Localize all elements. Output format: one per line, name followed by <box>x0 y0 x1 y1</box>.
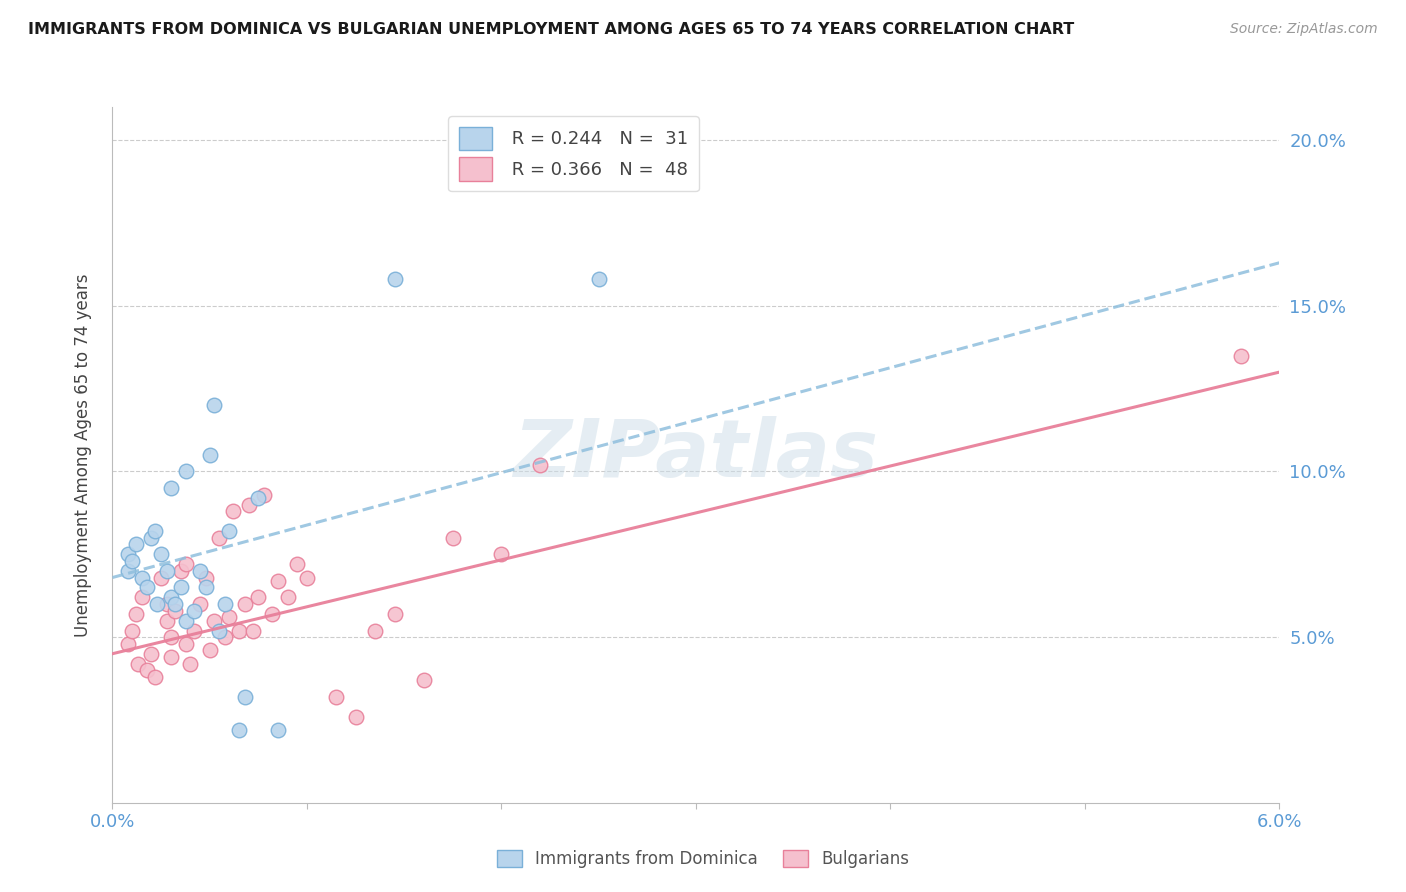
Point <box>238 498 260 512</box>
Point <box>156 614 179 628</box>
Point <box>121 554 143 568</box>
Point <box>202 614 225 628</box>
Point <box>253 488 276 502</box>
Point <box>160 481 183 495</box>
Point <box>150 570 173 584</box>
Point <box>364 624 387 638</box>
Point <box>441 531 464 545</box>
Point <box>183 624 205 638</box>
Point <box>163 604 186 618</box>
Point <box>412 673 434 688</box>
Point <box>188 597 211 611</box>
Point <box>233 690 256 704</box>
Point <box>1229 349 1251 363</box>
Point <box>233 597 256 611</box>
Point <box>588 272 610 286</box>
Text: IMMIGRANTS FROM DOMINICA VS BULGARIAN UNEMPLOYMENT AMONG AGES 65 TO 74 YEARS COR: IMMIGRANTS FROM DOMINICA VS BULGARIAN UN… <box>28 22 1074 37</box>
Point <box>160 650 183 665</box>
Text: Source: ZipAtlas.com: Source: ZipAtlas.com <box>1230 22 1378 37</box>
Point <box>141 647 163 661</box>
Text: ZIPatlas: ZIPatlas <box>513 416 879 494</box>
Point <box>491 547 513 561</box>
Point <box>588 173 610 187</box>
Point <box>267 574 290 588</box>
Point <box>125 607 148 621</box>
Point <box>384 607 406 621</box>
Point <box>146 597 169 611</box>
Point <box>156 564 179 578</box>
Legend:  R = 0.244   N =  31,  R = 0.366   N =  48: R = 0.244 N = 31, R = 0.366 N = 48 <box>449 116 699 192</box>
Point <box>222 504 245 518</box>
Point <box>228 723 250 737</box>
Point <box>136 663 159 677</box>
Point <box>344 709 367 723</box>
Point <box>194 581 217 595</box>
Point <box>169 581 191 595</box>
Legend: Immigrants from Dominica, Bulgarians: Immigrants from Dominica, Bulgarians <box>491 843 915 875</box>
Point <box>202 398 225 412</box>
Point <box>276 591 298 605</box>
Point <box>176 614 198 628</box>
Point <box>160 591 183 605</box>
Point <box>117 564 139 578</box>
Point <box>179 657 201 671</box>
Point <box>267 723 290 737</box>
Point <box>131 570 153 584</box>
Point <box>141 531 163 545</box>
Point <box>214 630 236 644</box>
Point <box>117 547 139 561</box>
Point <box>127 657 149 671</box>
Point <box>121 624 143 638</box>
Point <box>143 670 166 684</box>
Point <box>143 524 166 538</box>
Point <box>183 604 205 618</box>
Point <box>198 448 221 462</box>
Point <box>529 458 551 472</box>
Point <box>188 564 211 578</box>
Point <box>228 624 250 638</box>
Point <box>247 491 270 505</box>
Y-axis label: Unemployment Among Ages 65 to 74 years: Unemployment Among Ages 65 to 74 years <box>73 273 91 637</box>
Point <box>325 690 347 704</box>
Point <box>160 630 183 644</box>
Point <box>117 637 139 651</box>
Point <box>218 610 240 624</box>
Point <box>242 624 264 638</box>
Point <box>156 597 179 611</box>
Point <box>125 537 148 551</box>
Point <box>295 570 318 584</box>
Point <box>198 643 221 657</box>
Point <box>169 564 191 578</box>
Point <box>131 591 153 605</box>
Point <box>285 558 308 572</box>
Point <box>247 591 270 605</box>
Point <box>150 547 173 561</box>
Point <box>176 637 198 651</box>
Point <box>208 531 231 545</box>
Point <box>218 524 240 538</box>
Point <box>163 597 186 611</box>
Point <box>194 570 217 584</box>
Point <box>176 558 198 572</box>
Point <box>260 607 283 621</box>
Point <box>214 597 236 611</box>
Point <box>176 465 198 479</box>
Point <box>208 624 231 638</box>
Point <box>136 581 159 595</box>
Point <box>384 272 406 286</box>
